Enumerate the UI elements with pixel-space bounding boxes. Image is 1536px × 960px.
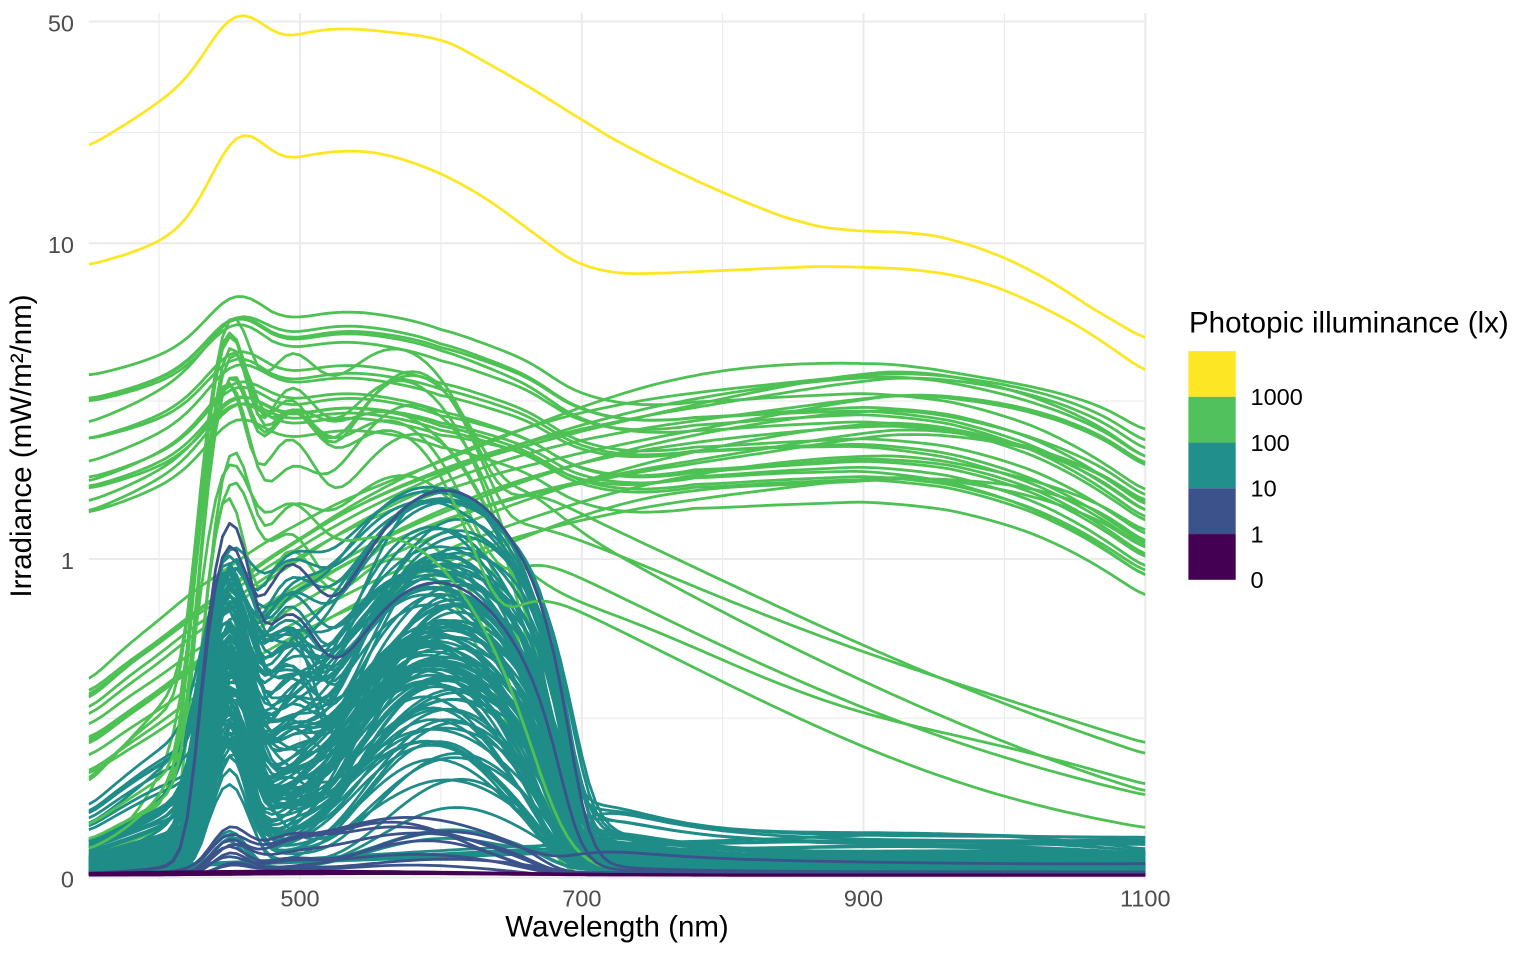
svg-text:1: 1 [61, 548, 74, 574]
svg-text:50: 50 [48, 11, 74, 37]
svg-text:700: 700 [562, 886, 601, 912]
svg-text:100: 100 [1251, 430, 1290, 456]
svg-text:1000: 1000 [1251, 384, 1303, 410]
svg-text:Photopic illuminance (lx): Photopic illuminance (lx) [1189, 307, 1509, 340]
svg-text:500: 500 [280, 886, 319, 912]
svg-text:900: 900 [844, 886, 883, 912]
svg-text:10: 10 [48, 232, 74, 258]
svg-text:Irradiance (mW/m²/nm): Irradiance (mW/m²/nm) [5, 294, 38, 597]
svg-text:0: 0 [1251, 567, 1264, 593]
svg-text:1: 1 [1251, 521, 1264, 547]
svg-text:0: 0 [61, 867, 74, 893]
svg-text:1100: 1100 [1120, 886, 1171, 912]
svg-text:Wavelength (nm): Wavelength (nm) [505, 911, 729, 944]
svg-text:10: 10 [1251, 476, 1277, 502]
